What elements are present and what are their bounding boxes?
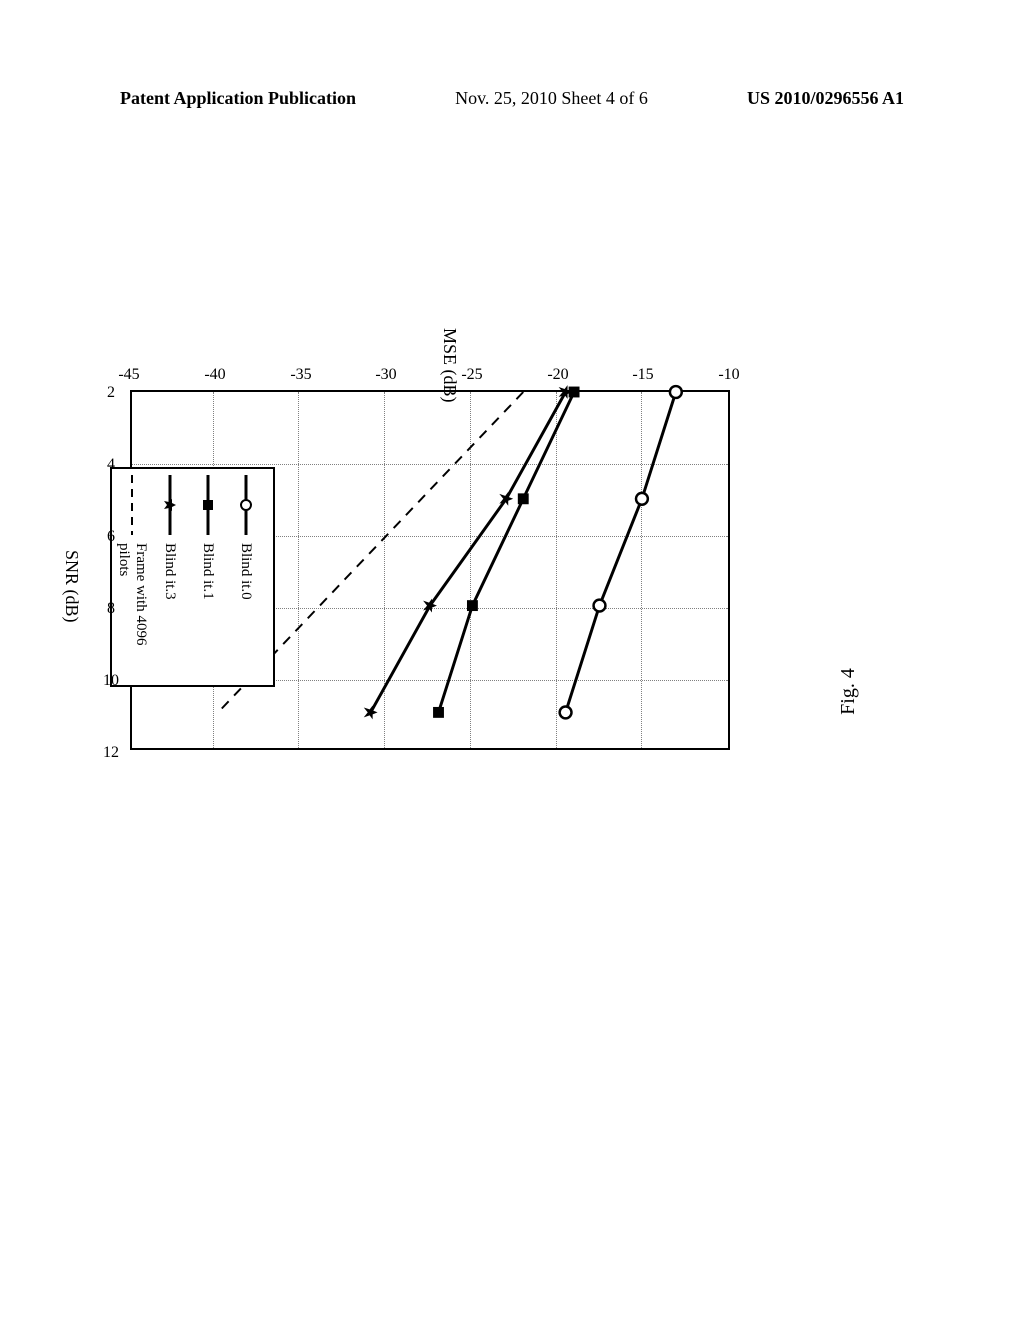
y-tick-label: -40: [195, 366, 235, 384]
header-patent-number: US 2010/0296556 A1: [747, 88, 904, 109]
y-tick-label: -45: [109, 366, 149, 384]
legend-marker-square: [199, 475, 217, 535]
legend: Blind it.0 Blind it.1 Blind it.3 Frame w…: [110, 467, 275, 687]
legend-marker-dashed: [123, 475, 141, 535]
legend-marker-circle: [237, 475, 255, 535]
legend-label: Blind it.3: [162, 543, 179, 600]
y-tick-label: -15: [623, 366, 663, 384]
x-tick-label: 8: [96, 600, 126, 618]
legend-item: Blind it.3: [151, 475, 189, 679]
legend-item: Frame with 4096 pilots: [113, 475, 151, 679]
x-tick-label: 10: [96, 672, 126, 690]
legend-label: Blind it.1: [200, 543, 217, 600]
x-tick-label: 6: [96, 528, 126, 546]
legend-label: Blind it.0: [238, 543, 255, 600]
y-tick-label: -35: [281, 366, 321, 384]
legend-marker-star: [161, 475, 179, 535]
legend-item: Blind it.0: [227, 475, 265, 679]
x-axis-label: SNR (dB): [61, 550, 82, 623]
header-date-sheet: Nov. 25, 2010 Sheet 4 of 6: [455, 88, 648, 109]
x-tick-label: 4: [96, 456, 126, 474]
x-tick-label: 12: [96, 744, 126, 762]
chart-container: Blind it.0 Blind it.1 Blind it.3 Frame w…: [70, 320, 750, 780]
y-tick-label: -10: [709, 366, 749, 384]
header-publication: Patent Application Publication: [120, 88, 356, 109]
y-tick-label: -30: [366, 366, 406, 384]
plot-area: Blind it.0 Blind it.1 Blind it.3 Frame w…: [130, 390, 730, 750]
y-tick-label: -20: [538, 366, 578, 384]
figure-caption: Fig. 4: [837, 668, 860, 715]
legend-item: Blind it.1: [189, 475, 227, 679]
x-tick-label: 2: [96, 384, 126, 402]
y-axis-label: MSE (dB): [439, 328, 460, 403]
